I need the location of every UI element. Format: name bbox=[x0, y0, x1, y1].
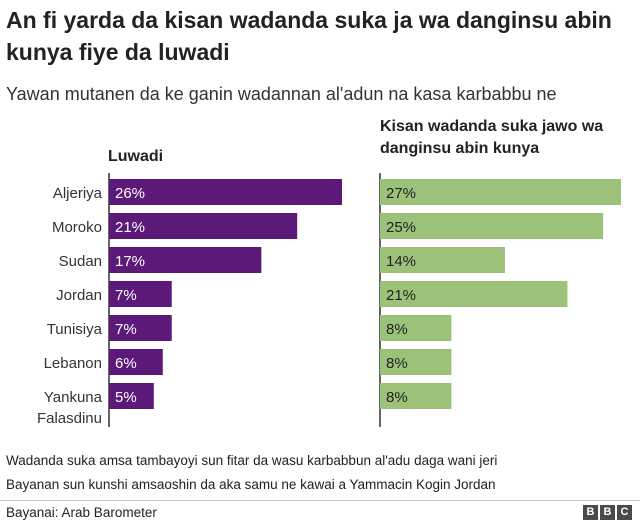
bar-luwadi-4 bbox=[109, 315, 172, 341]
bar-value-label: 21% bbox=[386, 287, 416, 304]
bar-value-label: 7% bbox=[115, 321, 137, 338]
bar-kisan-3 bbox=[380, 281, 568, 307]
bbc-logo-letter: B bbox=[600, 505, 615, 520]
bar-value-label: 21% bbox=[115, 219, 145, 236]
bar-value-label: 8% bbox=[386, 389, 408, 406]
source-credit: Bayanai: Arab Barometer bbox=[6, 505, 157, 520]
category-label: Moroko bbox=[52, 219, 102, 236]
bar-kisan-0 bbox=[380, 179, 621, 205]
bbc-logo: B B C bbox=[583, 505, 632, 520]
bbc-logo-letter: B bbox=[583, 505, 598, 520]
category-label: Tunisiya bbox=[47, 321, 103, 338]
bbc-logo-letter: C bbox=[617, 505, 632, 520]
bar-value-label: 27% bbox=[386, 185, 416, 202]
chart-subtitle: Yawan mutanen da ke ganin wadannan al'ad… bbox=[6, 84, 557, 104]
bar-luwadi-3 bbox=[109, 281, 172, 307]
category-label: Yankuna bbox=[44, 389, 103, 406]
bar-kisan-4 bbox=[380, 315, 452, 341]
bar-value-label: 5% bbox=[115, 389, 137, 406]
footnote-2: Bayanan sun kunshi amsaoshin da aka samu… bbox=[6, 477, 496, 492]
bar-value-label: 26% bbox=[115, 185, 145, 202]
footnote-1: Wadanda suka amsa tambayoyi sun fitar da… bbox=[6, 453, 498, 468]
bar-kisan-5 bbox=[380, 349, 452, 375]
bar-value-label: 8% bbox=[386, 321, 408, 338]
footer-divider bbox=[0, 500, 640, 501]
bar-luwadi-0 bbox=[109, 179, 342, 205]
panel-header-kisan: Kisan wadanda suka jawo wa danginsu abin… bbox=[380, 118, 604, 157]
bar-value-label: 6% bbox=[115, 355, 137, 372]
bar-luwadi-1 bbox=[109, 213, 298, 239]
bar-luwadi-2 bbox=[109, 247, 262, 273]
bar-luwadi-5 bbox=[109, 349, 163, 375]
bar-value-label: 7% bbox=[115, 287, 137, 304]
bar-luwadi-6 bbox=[109, 383, 154, 409]
chart-title: An fi yarda da kisan wadanda suka ja wa … bbox=[6, 7, 612, 65]
bar-chart: 26% 21% 17% 7% 7% 6% 5% 27% 25% 14% 21% 8% 8% 8% Aljer… bbox=[37, 173, 621, 427]
category-label: Jordan bbox=[56, 287, 102, 304]
bar-kisan-6 bbox=[380, 383, 452, 409]
bar-value-label: 25% bbox=[386, 219, 416, 236]
bar-value-label: 14% bbox=[386, 253, 416, 270]
category-label: Aljeriya bbox=[53, 185, 103, 202]
bar-value-label: 8% bbox=[386, 355, 408, 372]
category-label: Sudan bbox=[59, 253, 102, 270]
bar-kisan-2 bbox=[380, 247, 505, 273]
bar-kisan-1 bbox=[380, 213, 604, 239]
bar-value-label: 17% bbox=[115, 253, 145, 270]
category-label: Lebanon bbox=[44, 355, 102, 372]
category-label: Falasdinu bbox=[37, 410, 102, 427]
panel-header-luwadi: Luwadi bbox=[108, 148, 164, 165]
